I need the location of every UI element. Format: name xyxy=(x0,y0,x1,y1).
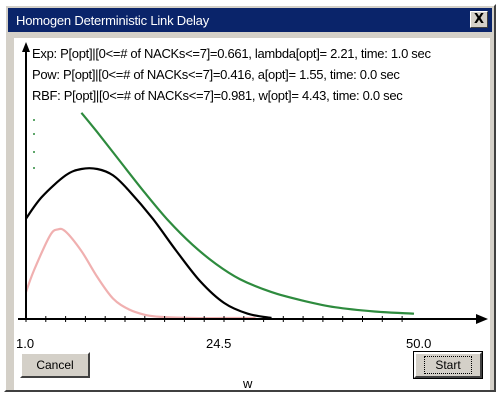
series-line-1 xyxy=(25,167,272,320)
series-line-0 xyxy=(80,112,415,315)
app-window: Homogen Deterministic Link Delay X Exp: … xyxy=(4,4,496,392)
x-axis-arrow xyxy=(476,314,488,324)
info-line-exp: Exp: P[opt]|[0<=# of NACKs<=7]=0.661, la… xyxy=(32,46,431,61)
window-title: Homogen Deterministic Link Delay xyxy=(16,12,210,28)
series-line-2 xyxy=(24,227,256,320)
close-button[interactable]: X xyxy=(470,11,488,28)
start-button-label: Start xyxy=(424,356,472,374)
cancel-button[interactable]: Cancel xyxy=(20,352,90,378)
x-tick-label-max: 50.0 xyxy=(406,336,432,351)
start-button[interactable]: Start xyxy=(413,351,483,379)
info-line-rbf: RBF: P[opt]|[0<=# of NACKs<=7]=0.981, w[… xyxy=(32,88,403,103)
series-layer xyxy=(24,112,415,320)
x-tick-label-min: 1.0 xyxy=(16,336,35,351)
close-icon: X xyxy=(473,12,485,27)
info-line-pow: Pow: P[opt]|[0<=# of NACKs<=7]=0.416, a[… xyxy=(32,67,400,82)
plot-area: Exp: P[opt]|[0<=# of NACKs<=7]=0.661, la… xyxy=(14,38,490,391)
x-tick-label-mid: 24.5 xyxy=(206,336,232,351)
y-axis-arrow xyxy=(22,42,30,52)
y-axis-dots xyxy=(33,119,35,169)
title-bar[interactable]: Homogen Deterministic Link Delay X xyxy=(8,8,492,32)
x-axis-label: w xyxy=(243,376,253,391)
x-tick-marks xyxy=(25,316,403,322)
curve-plot xyxy=(18,42,488,324)
